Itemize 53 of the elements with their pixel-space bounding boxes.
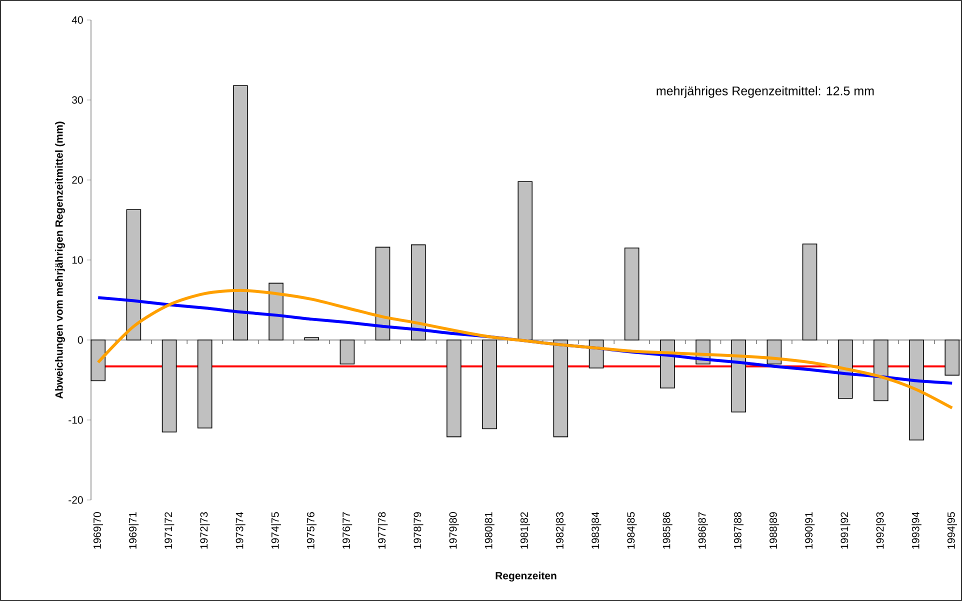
bar [197,340,212,428]
x-tick-label: 1992|93 [876,512,886,549]
x-tick-label: 1985|86 [662,512,672,549]
bar [874,340,888,402]
x-tick-label: 1973|74 [236,512,246,549]
x-tick-label: 1986|87 [698,512,708,549]
bar [340,340,355,364]
x-tick-label: 1969|70 [93,512,104,549]
bar [909,340,924,440]
bar [624,248,640,340]
x-tick-label: 1978|79 [413,512,424,549]
bar [162,340,177,432]
y-tick-label: 40 [72,16,83,24]
x-tick-label: 1987|88 [734,512,744,549]
x-tick-label: 1991|92 [840,512,850,549]
line-series [96,288,954,410]
bar [126,209,142,340]
x-tick-label: 1976|77 [342,512,352,549]
x-tick-label: 1971|72 [164,512,174,549]
x-tick-label: 1974|75 [271,512,281,549]
bar [802,244,818,340]
y-tick-label: 10 [72,256,83,264]
y-axis-title: Abweichungen vom mehrjährigen Regenzeitmittel (mm) [55,122,65,399]
y-tick-label: -20 [68,496,83,504]
x-tick-label: 1975|76 [306,512,317,549]
x-tick-label: 1990|91 [804,512,815,549]
bar [553,340,568,438]
y-tick-label: 20 [72,176,83,184]
bar [304,337,320,340]
x-tick-label: 1979|80 [449,512,459,549]
x-tick-label: 1994|95 [947,512,958,549]
x-axis-title: Regenzeiten [496,572,556,582]
bar [233,85,248,340]
bar [518,181,533,340]
y-tick-label: 0 [78,336,83,344]
bar [731,340,746,412]
y-tick-label: 30 [72,96,83,104]
bar [446,340,462,438]
x-tick-label: 1988|89 [769,512,780,549]
bar [375,246,390,340]
x-tick-label: 1983|84 [591,512,602,549]
y-tick-label: -10 [68,416,83,424]
x-tick-label: 1972|73 [200,512,210,549]
x-tick-label: 1977|78 [378,512,388,549]
x-tick-label: 1969|71 [128,512,139,549]
x-tick-label: 1980|81 [484,512,494,549]
bar [410,244,426,340]
annotation: mehrjähriges Regenzeitmittel: 12.5 mm [656,86,874,98]
x-tick-label: 1982|83 [556,512,566,549]
x-tick-label: 1981|82 [520,512,530,549]
x-tick-label: 1984|85 [626,512,637,549]
bar [482,340,497,430]
x-tick-label: 1993|94 [912,512,922,549]
